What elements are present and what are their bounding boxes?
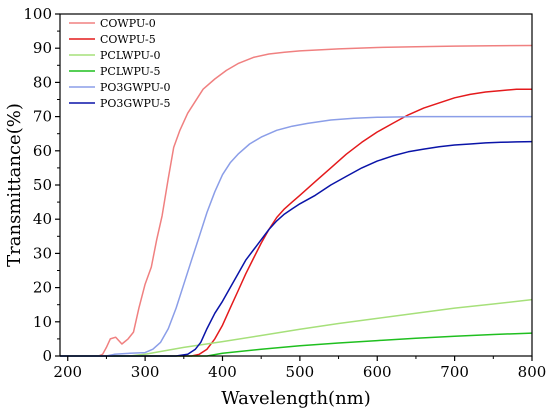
y-tick-label-10: 100 — [23, 5, 52, 23]
series-layer — [60, 44, 533, 357]
y-tick-label-7: 70 — [33, 108, 52, 126]
x-tick-label-1: 300 — [131, 363, 160, 381]
legend-label-0: COWPU-0 — [100, 17, 156, 30]
y-axis-title: Transmittance(%) — [4, 103, 25, 267]
series-line-2 — [60, 298, 533, 357]
x-tick-label-4: 600 — [363, 363, 392, 381]
legend-label-1: COWPU-5 — [100, 33, 156, 46]
x-tick-label-2: 400 — [208, 363, 237, 381]
x-tick-label-5: 700 — [440, 363, 469, 381]
x-tick-label-6: 800 — [518, 363, 547, 381]
series-line-0 — [60, 44, 533, 357]
y-tick-label-4: 40 — [33, 210, 52, 228]
y-tick-label-3: 30 — [33, 244, 52, 262]
x-axis-title: Wavelength(nm) — [221, 388, 371, 409]
axes-layer: 200 300 400 500 600 700 800 0 10 20 30 40 50 60 70 80 90… — [23, 5, 546, 381]
y-tick-label-2: 20 — [33, 279, 52, 297]
series-line-1 — [60, 88, 532, 357]
legend-label-5: PO3GWPU-5 — [100, 97, 171, 110]
legend-label-3: PCLWPU-5 — [100, 65, 160, 78]
x-tick-label-3: 500 — [286, 363, 315, 381]
y-tick-label-8: 80 — [33, 73, 52, 91]
x-tick-label-0: 200 — [53, 363, 82, 381]
y-tick-label-0: 0 — [42, 347, 52, 365]
series-line-4 — [60, 115, 532, 357]
legend-label-4: PO3GWPU-0 — [100, 81, 171, 94]
legend: COWPU-0 COWPU-5 PCLWPU-0 PCLWPU-5 PO3GWPU-0 P… — [69, 17, 171, 110]
series-line-3 — [60, 332, 533, 357]
legend-label-2: PCLWPU-0 — [100, 49, 160, 62]
y-tick-label-9: 90 — [33, 39, 52, 57]
y-tick-label-6: 60 — [33, 142, 52, 160]
y-tick-label-5: 50 — [33, 176, 52, 194]
series-line-5 — [60, 140, 533, 357]
y-tick-label-1: 10 — [33, 313, 52, 331]
